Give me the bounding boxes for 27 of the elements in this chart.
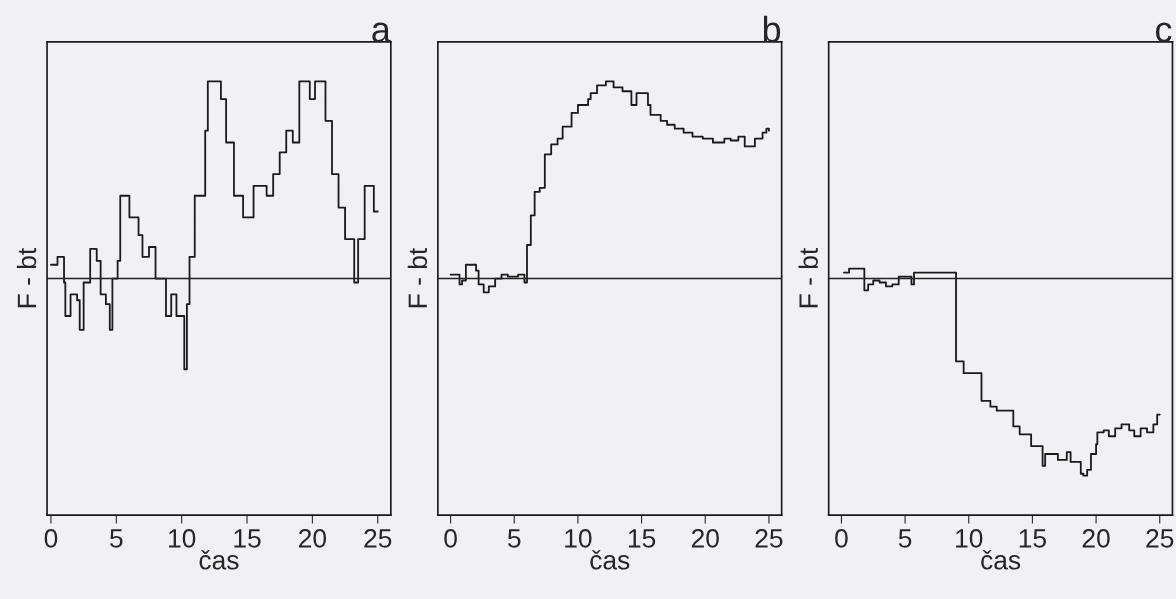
x-tick-label: 15 bbox=[628, 529, 656, 548]
x-axis-title: čas bbox=[590, 550, 630, 570]
x-tick-label: 25 bbox=[364, 529, 392, 548]
x-tick-label: 0 bbox=[444, 529, 457, 548]
x-tick-label: 10 bbox=[565, 529, 592, 548]
x-tick-label: 5 bbox=[898, 529, 912, 548]
x-axis-title: čas bbox=[981, 550, 1021, 570]
x-tick-label: 25 bbox=[755, 529, 783, 548]
chart-title: b bbox=[763, 15, 781, 43]
x-tick-label: 25 bbox=[1146, 529, 1174, 548]
chart-title: c bbox=[1155, 22, 1172, 43]
y-axis-title: F - bt bbox=[16, 247, 37, 308]
y-axis-title: F - bt bbox=[798, 247, 818, 308]
x-tick-label: 10 bbox=[956, 529, 983, 548]
x-tick-label: 10 bbox=[169, 529, 196, 548]
x-tick-label: 5 bbox=[507, 529, 521, 548]
x-tick-label: 20 bbox=[1082, 529, 1110, 548]
x-tick-label: 15 bbox=[1019, 529, 1046, 548]
x-tick-label: 0 bbox=[44, 529, 58, 548]
x-axis-title: čas bbox=[199, 550, 239, 570]
x-tick-label: 20 bbox=[299, 529, 327, 548]
x-tick-label: 0 bbox=[835, 529, 848, 548]
y-axis-title: F - bt bbox=[407, 247, 428, 308]
x-tick-label: 15 bbox=[234, 529, 261, 548]
x-tick-label: 20 bbox=[691, 529, 719, 548]
chart-title: a bbox=[372, 22, 391, 43]
x-tick-label: 5 bbox=[110, 529, 123, 548]
